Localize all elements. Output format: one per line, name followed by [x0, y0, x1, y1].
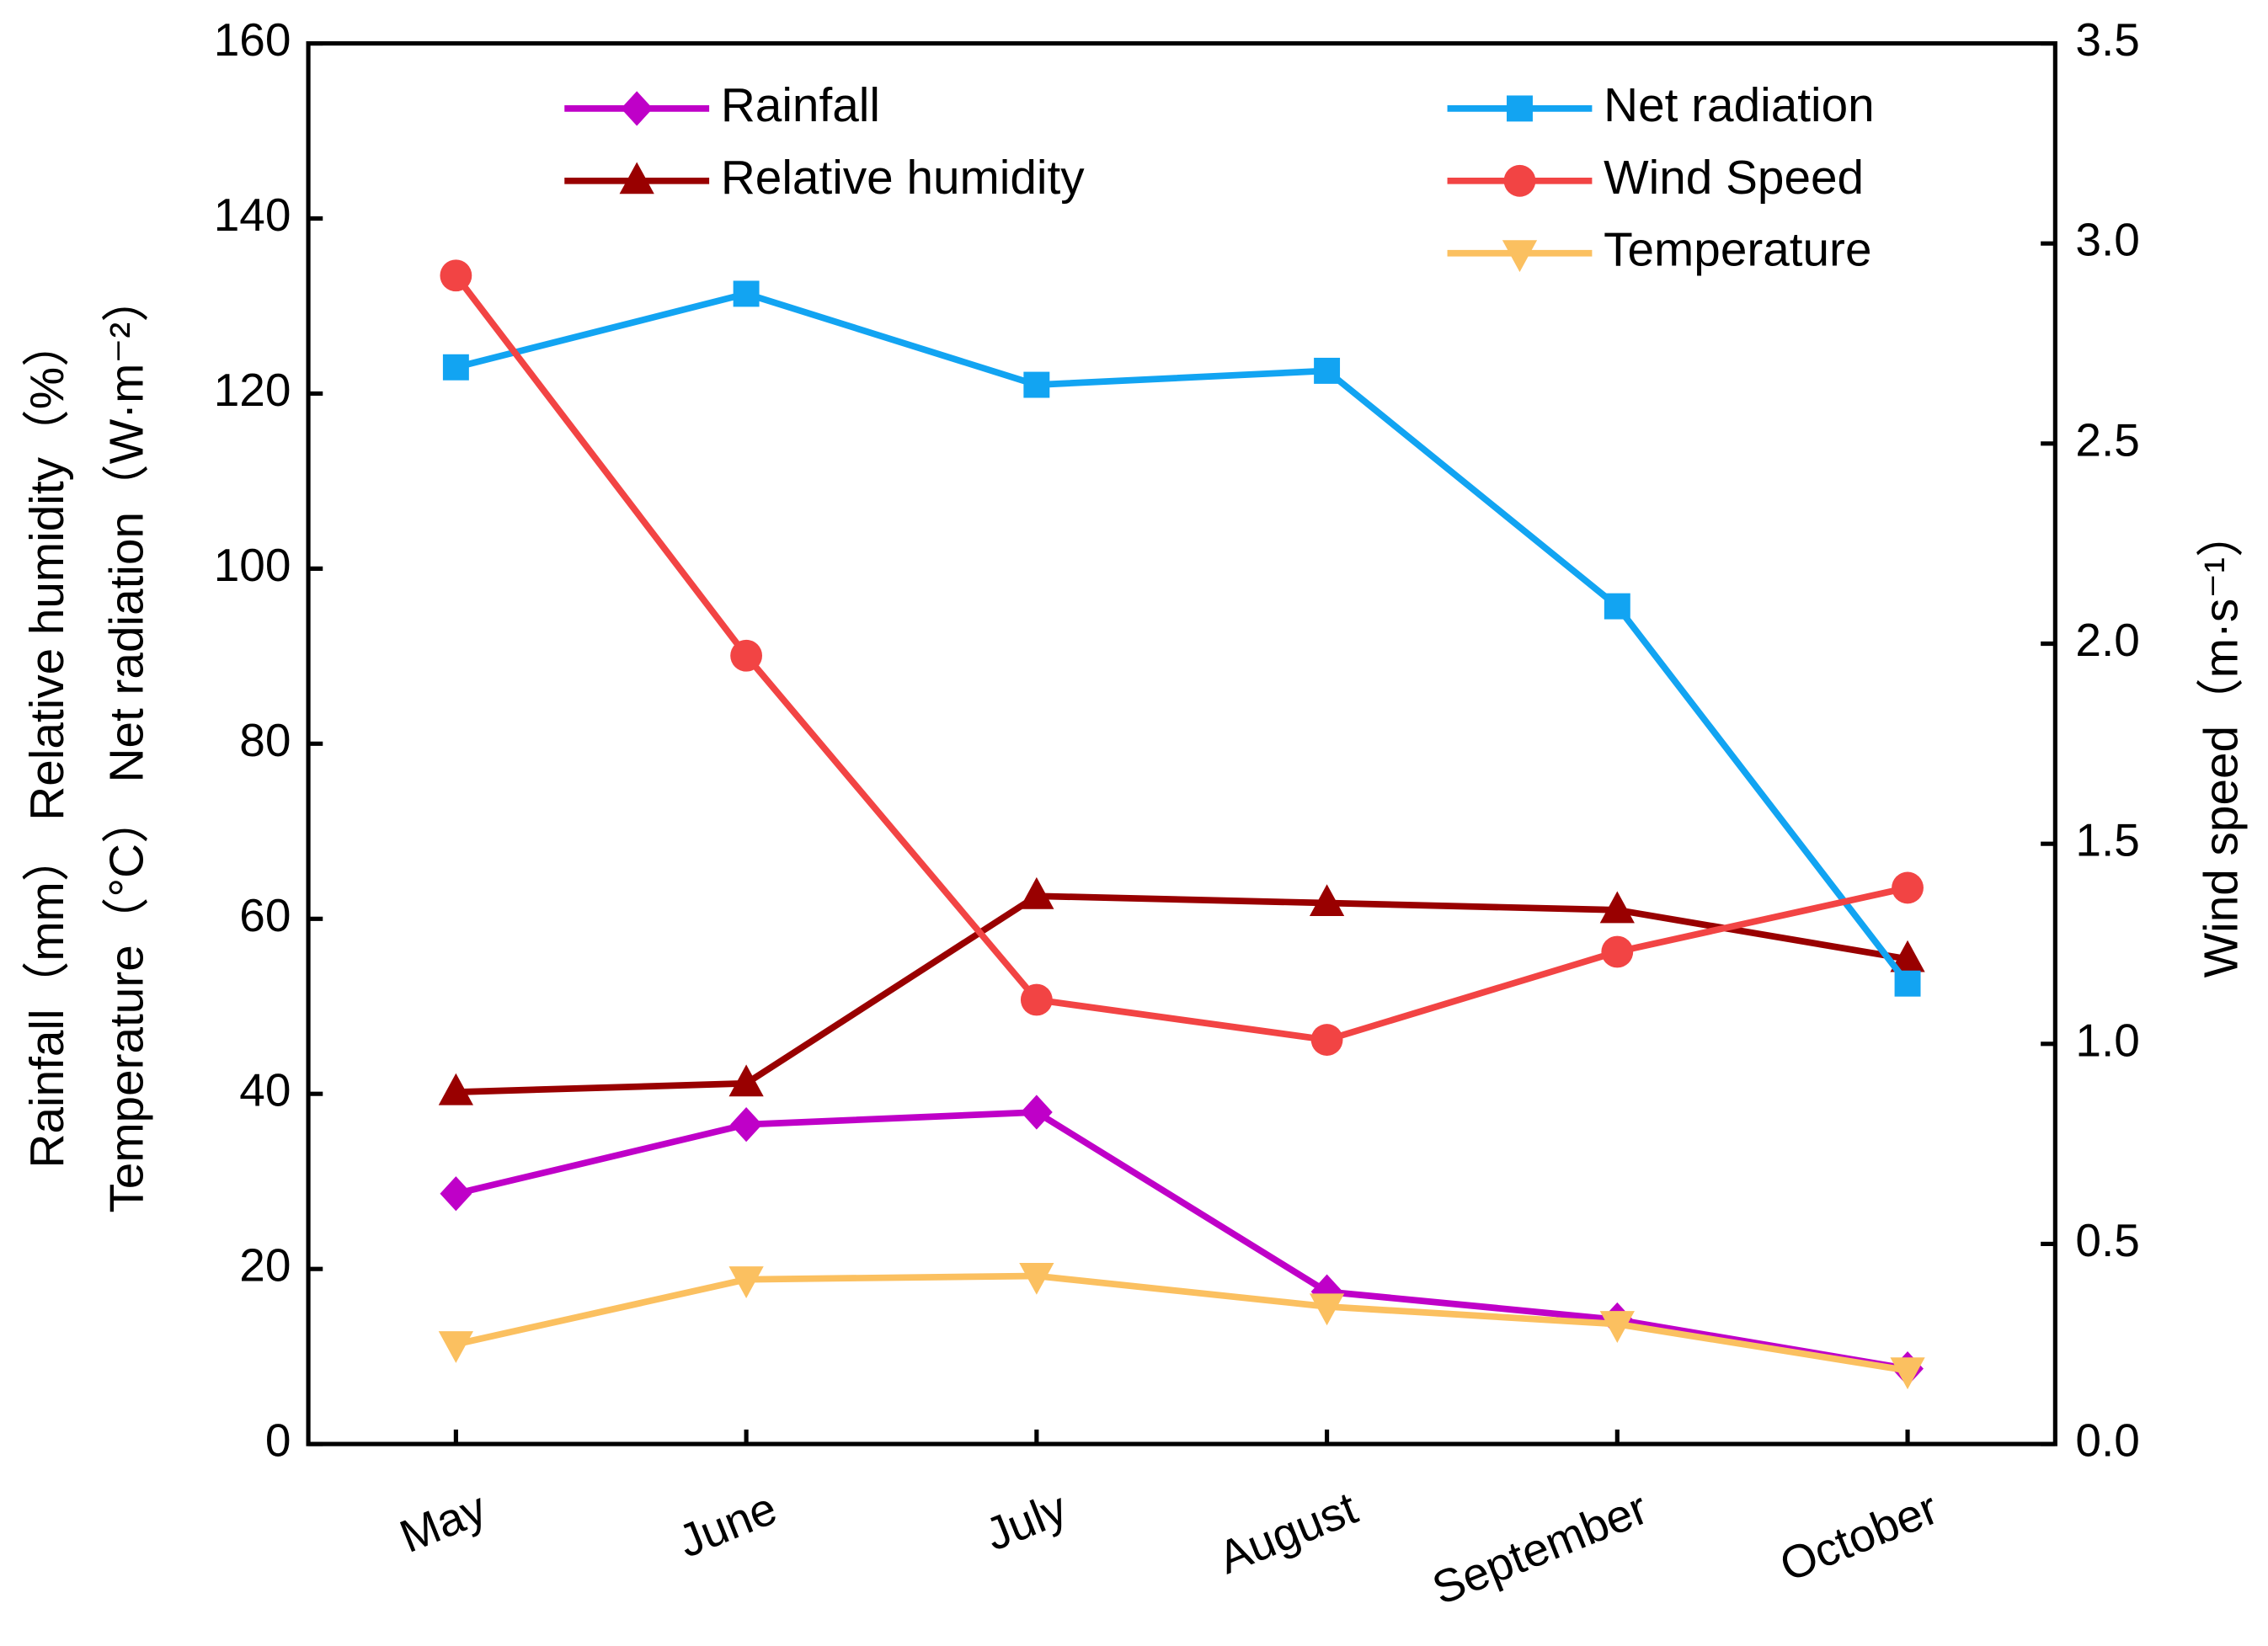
legend-label: Rainfall — [721, 79, 880, 132]
x-tick-label: September — [1425, 1482, 1655, 1615]
plot-frame — [306, 40, 2057, 1446]
y2-tick-label: 0.5 — [2075, 1214, 2139, 1266]
data-point — [728, 1266, 764, 1298]
series-line — [456, 892, 1908, 1095]
legend-marker — [1503, 164, 1536, 197]
data-point — [1309, 884, 1345, 917]
y-tick-label: 40 — [239, 1064, 291, 1116]
y2-tick-label: 3.5 — [2075, 13, 2139, 66]
data-point — [728, 1064, 764, 1097]
y-tick-label: 100 — [214, 539, 291, 591]
x-tick-label: June — [671, 1482, 784, 1568]
legend-marker — [621, 91, 654, 126]
series-line — [455, 290, 1911, 986]
series-line — [453, 273, 1908, 1043]
series-line — [455, 1109, 1908, 1372]
y2-tick-label: 1.5 — [2075, 814, 2139, 866]
data-point — [1890, 1357, 1925, 1390]
x-tick-label: July — [978, 1481, 1074, 1560]
data-point — [1023, 371, 1050, 398]
data-point — [1892, 871, 1924, 904]
data-point — [1310, 1024, 1343, 1056]
y-tick-label: 140 — [214, 189, 291, 241]
x-tick-label: May — [392, 1481, 494, 1563]
legend-label: Wind Speed — [1604, 152, 1864, 205]
y2-tick-label: 2.5 — [2075, 413, 2139, 466]
data-point — [440, 1176, 472, 1212]
data-point — [1599, 1311, 1635, 1343]
data-point — [1019, 876, 1054, 909]
data-point — [440, 259, 472, 292]
data-point — [1601, 935, 1634, 968]
y-tick-label: 20 — [239, 1239, 291, 1292]
y-axis-label: Temperature（°C） Net radiation（W·m⁻²） — [101, 274, 154, 1212]
data-point — [1894, 970, 1921, 997]
legend-marker — [1502, 240, 1538, 273]
data-point — [438, 1331, 473, 1363]
data-point — [1890, 940, 1925, 972]
data-point — [442, 354, 469, 381]
x-tick-label: October — [1773, 1482, 1945, 1592]
data-point — [730, 1106, 763, 1143]
data-point — [1599, 891, 1635, 924]
y-tick-label: 80 — [239, 714, 291, 766]
data-point — [1314, 357, 1341, 384]
y2-axis-label: Wind speed（m·s⁻¹） — [2195, 509, 2248, 977]
legend-marker — [619, 162, 654, 194]
data-point — [733, 280, 760, 307]
y-tick-label: 160 — [214, 13, 291, 66]
data-point — [438, 1073, 473, 1105]
y2-tick-label: 2.0 — [2075, 614, 2139, 666]
data-point — [1019, 1263, 1054, 1295]
data-point — [1309, 1293, 1345, 1326]
y2-tick-label: 0.0 — [2075, 1414, 2139, 1467]
x-tick-label: August — [1211, 1482, 1364, 1585]
y-tick-label: 120 — [214, 364, 291, 416]
y2-tick-label: 3.0 — [2075, 214, 2139, 266]
data-point — [1020, 983, 1053, 1016]
y-tick-label: 60 — [239, 889, 291, 941]
y-tick-label: 0 — [265, 1414, 291, 1467]
legend-marker — [1507, 95, 1533, 122]
legend-label: Temperature — [1604, 224, 1871, 277]
data-point — [730, 639, 763, 672]
y2-tick-label: 1.0 — [2075, 1014, 2139, 1066]
legend-label: Relative humidity — [721, 152, 1085, 205]
series-line — [455, 1272, 1908, 1374]
legend-label: Net radiation — [1604, 79, 1875, 132]
data-point — [1020, 1095, 1053, 1130]
y-axis-label: Rainfall（mm） Relative humidity（%） — [21, 319, 74, 1168]
data-point — [1604, 593, 1630, 620]
